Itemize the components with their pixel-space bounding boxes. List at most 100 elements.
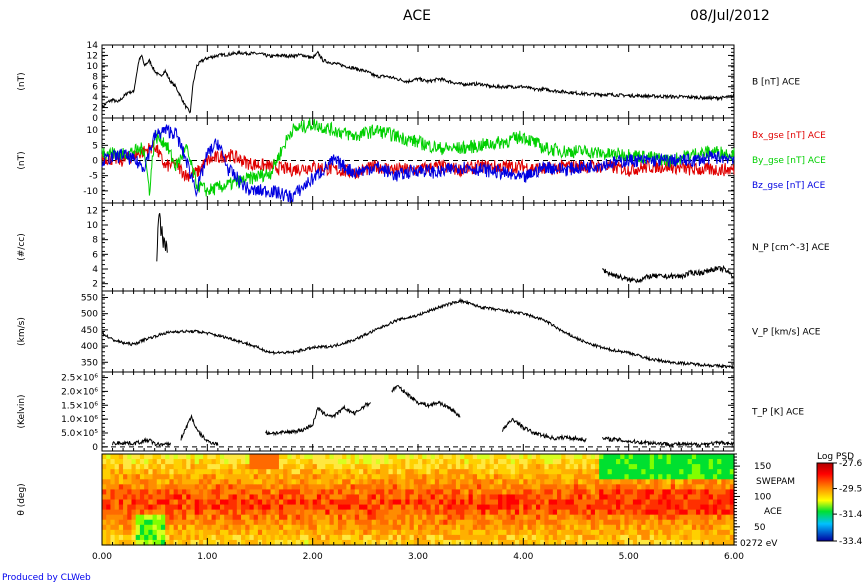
heatmap-cell xyxy=(160,469,166,475)
heatmap-cell xyxy=(439,539,444,546)
heatmap-cell xyxy=(102,524,107,531)
heatmap-side-label: SWEPAM xyxy=(756,477,795,487)
heatmap-cell xyxy=(186,479,192,485)
heatmap-cell xyxy=(514,459,520,465)
heatmap-cell xyxy=(679,474,685,480)
heatmap-cell xyxy=(700,534,706,541)
heatmap-cell xyxy=(455,519,461,526)
heatmap-cell xyxy=(599,459,604,465)
heatmap-cell xyxy=(586,489,592,496)
heatmap-cell xyxy=(241,474,246,480)
heatmap-cell xyxy=(396,529,402,536)
heatmap-cell xyxy=(380,464,385,470)
heatmap-cell xyxy=(691,454,697,460)
heatmap-cell xyxy=(316,504,322,511)
heatmap-cell xyxy=(514,534,520,541)
heatmap-cell xyxy=(548,529,554,536)
heatmap-cell xyxy=(675,459,680,465)
heatmap-cell xyxy=(476,479,482,485)
heatmap-cell xyxy=(476,464,482,470)
heatmap-cell xyxy=(447,534,453,541)
y-tick-label: 6 xyxy=(92,83,98,93)
credit-link[interactable]: Produced by CLWeb xyxy=(2,573,91,583)
heatmap-cell xyxy=(127,524,133,531)
heatmap-cell xyxy=(485,504,491,511)
heatmap-cell xyxy=(599,469,604,475)
heatmap-cell xyxy=(388,534,394,541)
heatmap-cell xyxy=(186,529,192,536)
heatmap-cell xyxy=(278,524,284,531)
heatmap-cell xyxy=(430,519,436,526)
heatmap-cell xyxy=(102,484,107,490)
heatmap-cell xyxy=(582,504,588,511)
heatmap-cell xyxy=(434,469,440,475)
heatmap-cell xyxy=(687,534,693,541)
heatmap-cell xyxy=(405,489,411,496)
heatmap-cell xyxy=(721,464,727,470)
heatmap-cell xyxy=(485,469,491,475)
heatmap-cell xyxy=(691,474,697,480)
heatmap-cell xyxy=(637,529,642,536)
heatmap-cell xyxy=(653,519,659,526)
heatmap-cell xyxy=(717,454,722,460)
heatmap-cell xyxy=(603,519,609,526)
heatmap-cell xyxy=(396,469,402,475)
heatmap-cell xyxy=(455,474,461,480)
heatmap-cell xyxy=(300,484,305,490)
heatmap-cell xyxy=(455,534,461,541)
y-tick-label: 350 xyxy=(81,358,98,368)
heatmap-cell xyxy=(262,469,267,475)
heatmap-cell xyxy=(114,539,120,546)
heatmap-cell xyxy=(388,524,394,531)
heatmap-cell xyxy=(527,534,533,541)
heatmap-cell xyxy=(110,529,116,536)
heatmap-cell xyxy=(312,524,318,531)
heatmap-cell xyxy=(350,469,356,475)
heatmap-cell xyxy=(173,524,179,531)
heatmap-cell xyxy=(594,529,600,536)
heatmap-cell xyxy=(144,459,149,465)
heatmap-cell xyxy=(211,479,217,485)
heatmap-cell xyxy=(354,519,360,526)
heatmap-cell xyxy=(616,459,621,465)
heatmap-cell xyxy=(662,479,668,485)
heatmap-cell xyxy=(582,529,588,536)
heatmap-cell xyxy=(118,479,124,485)
heatmap-cell xyxy=(717,494,722,501)
heatmap-cell xyxy=(102,504,107,511)
heatmap-cell xyxy=(245,494,251,501)
heatmap-cell xyxy=(380,504,385,511)
x-tick-label: 6.00 xyxy=(724,552,744,562)
heatmap-cell xyxy=(607,514,613,521)
heatmap-cell xyxy=(329,509,335,516)
heatmap-cell xyxy=(700,529,706,536)
heatmap-cell xyxy=(586,484,592,490)
heatmap-cell xyxy=(582,464,588,470)
heatmap-cell xyxy=(110,519,116,526)
heatmap-cell xyxy=(359,539,364,546)
heatmap-cell xyxy=(422,454,428,460)
heatmap-cell xyxy=(173,529,179,536)
heatmap-cell xyxy=(392,524,398,531)
heatmap-cell xyxy=(523,484,529,490)
heatmap-cell xyxy=(135,494,141,501)
heatmap-cell xyxy=(725,454,731,460)
heatmap-cell xyxy=(594,509,600,516)
heatmap-cell xyxy=(102,539,107,546)
heatmap-cell xyxy=(152,504,158,511)
heatmap-cell xyxy=(114,534,120,541)
heatmap-cell xyxy=(552,459,558,465)
heatmap-cell xyxy=(725,489,731,496)
heatmap-cell xyxy=(106,494,112,501)
heatmap-cell xyxy=(586,534,592,541)
heatmap-cell xyxy=(131,524,137,531)
heatmap-cell xyxy=(102,494,107,501)
heatmap-cell xyxy=(590,524,596,531)
heatmap-cell xyxy=(489,489,495,496)
heatmap-cell xyxy=(460,524,465,531)
heatmap-cell xyxy=(144,519,149,526)
heatmap-cell xyxy=(304,524,310,531)
heatmap-cell xyxy=(270,504,276,511)
heatmap-cell xyxy=(291,514,297,521)
heatmap-cell xyxy=(523,469,529,475)
